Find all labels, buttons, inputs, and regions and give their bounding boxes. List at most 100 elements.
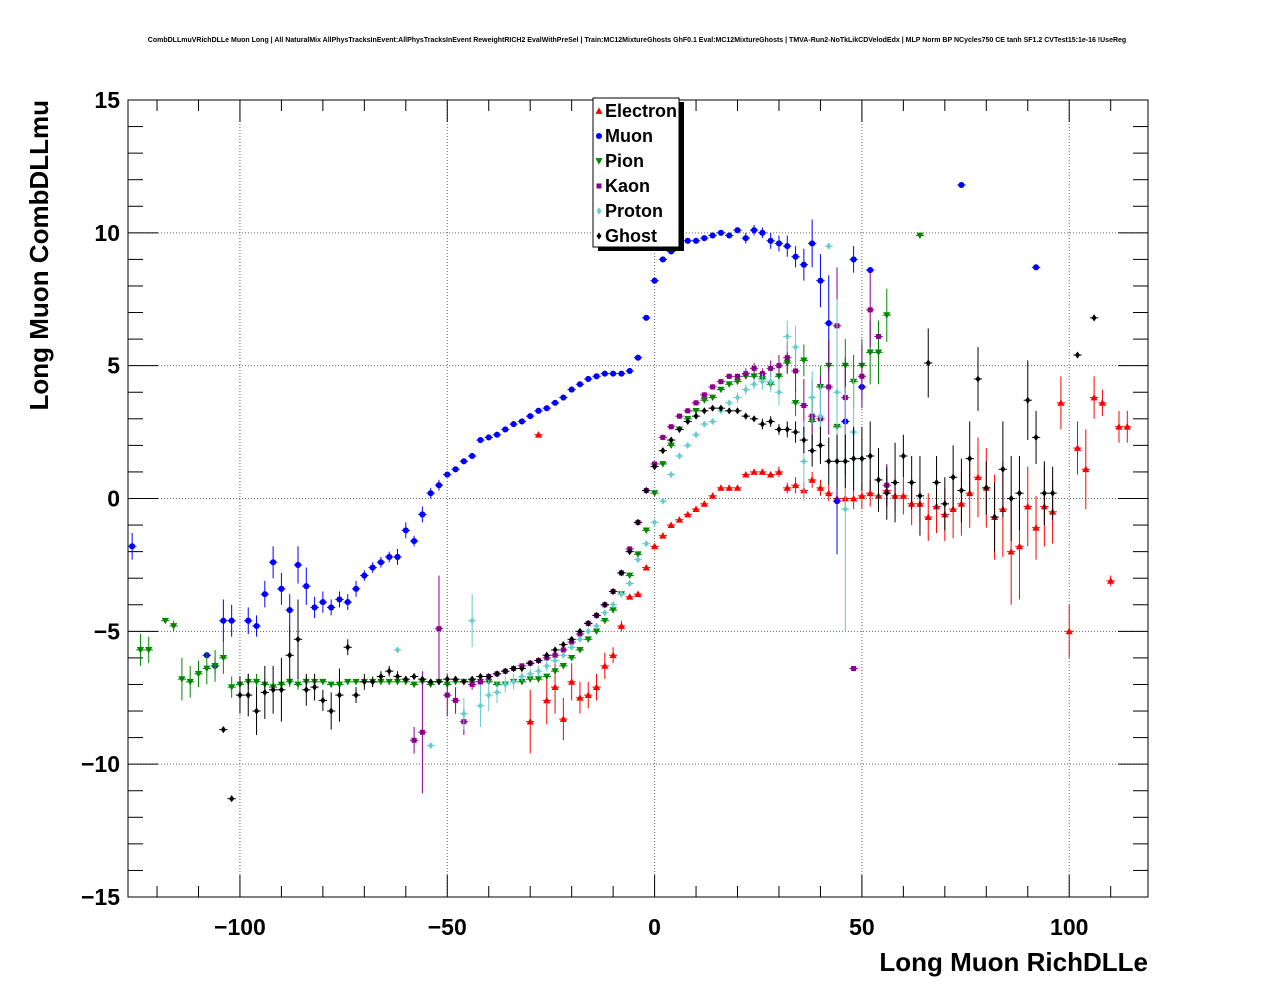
y-tick-label: 15 [94, 87, 120, 113]
ghost-point [302, 673, 311, 706]
pion-point [169, 620, 178, 632]
pion-point [210, 649, 220, 682]
muon-point [957, 181, 966, 189]
legend-marker [596, 207, 602, 215]
ghost-point [882, 466, 891, 520]
ghost-point [749, 415, 759, 423]
kaon-point [434, 575, 444, 682]
electron-point [575, 681, 585, 714]
proton-point [509, 673, 518, 690]
muon-point [633, 354, 643, 361]
ghost-point [592, 611, 601, 619]
electron-point [633, 590, 643, 598]
ghost-point [1048, 466, 1057, 520]
muon-point [625, 367, 634, 375]
ghost-point [774, 424, 784, 435]
ghost-point [982, 461, 991, 515]
legend-item-proton: Proton [596, 201, 663, 221]
ghost-point [816, 426, 825, 464]
pion-point [791, 389, 800, 417]
electron-point [899, 477, 908, 515]
legend-label: Muon [605, 126, 653, 146]
legend: Electron Muon Pion Kaon Proton Ghost [592, 97, 684, 251]
y-tick-label: 5 [107, 353, 120, 379]
ghost-point [691, 412, 701, 420]
ghost-point [716, 404, 726, 412]
proton-point [758, 373, 767, 390]
electron-point [849, 487, 858, 510]
proton-point [675, 452, 684, 460]
muon-point [725, 232, 734, 239]
ghost-point [335, 668, 344, 722]
legend-item-electron: Electron [595, 101, 677, 121]
muon-point [550, 399, 560, 406]
proton-point [517, 671, 527, 682]
ghost-point [1015, 455, 1024, 531]
muon-point [1031, 264, 1041, 271]
ghost-point [890, 442, 900, 523]
x-tick-label: 50 [849, 914, 875, 940]
x-tick-label: −50 [428, 914, 467, 940]
kaon-point [749, 363, 759, 374]
muon-point [434, 479, 444, 491]
pion-point [318, 678, 328, 686]
proton-point [617, 590, 626, 598]
muon-point [227, 604, 236, 637]
pion-point [725, 381, 734, 388]
muon-point [327, 599, 336, 616]
muon-point [426, 487, 435, 499]
pion-point [749, 373, 759, 380]
legend-box [592, 97, 680, 248]
electron-point [642, 563, 651, 571]
x-tick-label: 100 [1050, 914, 1088, 940]
proton-point [824, 242, 833, 250]
electron-point [675, 516, 684, 523]
muon-point [766, 232, 775, 249]
y-tick-label: −5 [94, 618, 120, 644]
ghost-point [899, 434, 908, 478]
electron-point [758, 468, 767, 475]
electron-point [526, 689, 535, 754]
proton-point [725, 399, 734, 407]
ghost-point [310, 673, 319, 701]
series-proton [393, 242, 858, 750]
electron-point [1031, 495, 1041, 560]
pion-point [542, 673, 551, 681]
ghost-point [990, 482, 999, 552]
pion-point [915, 232, 925, 240]
ghost-point [559, 641, 568, 649]
muon-point [716, 229, 726, 236]
ghost-point [600, 601, 609, 609]
ghost-point [973, 347, 983, 411]
pion-point [716, 386, 726, 394]
electron-point [733, 484, 742, 491]
ghost-point [857, 426, 867, 491]
electron-point [1056, 376, 1066, 430]
muon-point [409, 535, 419, 547]
ghost-point [509, 664, 518, 673]
kaon-point [716, 378, 726, 385]
muon-point [393, 548, 402, 565]
ghost-point [725, 407, 734, 415]
muon-point [542, 405, 551, 412]
pion-point [177, 657, 187, 701]
proton-point [567, 643, 576, 651]
ghost-point [642, 486, 651, 495]
ghost-point [766, 416, 775, 427]
electron-point [1123, 410, 1132, 443]
pion-point [658, 461, 668, 468]
muon-point [691, 237, 701, 244]
electron-point [766, 470, 775, 478]
proton-point [791, 325, 800, 369]
muon-point [376, 556, 386, 568]
ghost-point [1040, 461, 1049, 526]
ghost-point [650, 463, 659, 471]
proton-point [691, 431, 701, 439]
electron-point [716, 484, 726, 491]
ghost-point [948, 445, 958, 510]
pion-point [351, 678, 361, 686]
legend-marker [596, 232, 602, 240]
ghost-point [832, 434, 842, 488]
legend-label: Kaon [605, 176, 650, 196]
ghost-point [584, 619, 593, 627]
